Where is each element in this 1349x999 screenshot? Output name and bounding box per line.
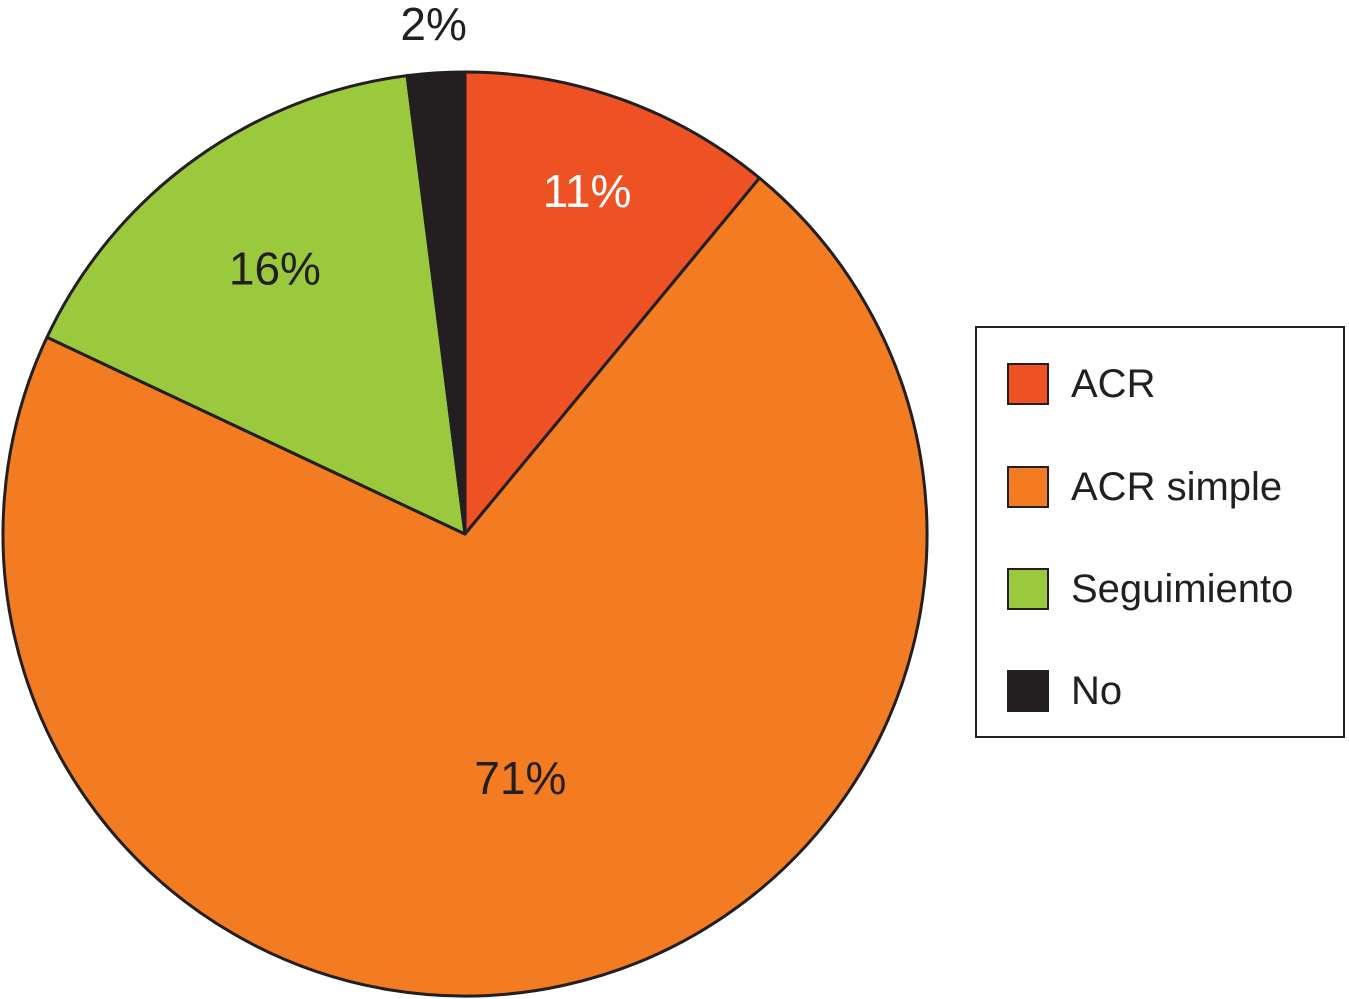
pie-labels: 11% 71% 16% 2% <box>229 0 632 804</box>
pie-slices <box>1 70 929 998</box>
legend-swatch-acr-simple <box>1007 466 1049 508</box>
legend-swatch-acr <box>1007 363 1049 405</box>
legend-item-seguimiento: Seguimiento <box>1007 566 1293 612</box>
legend-item-acr-simple: ACR simple <box>1007 464 1282 510</box>
legend-item-no: No <box>1007 668 1122 714</box>
legend-item-acr: ACR <box>1007 361 1155 407</box>
legend-label-no: No <box>1071 668 1123 713</box>
legend-label-acr-simple: ACR simple <box>1071 464 1283 509</box>
slice-label-no: 2% <box>400 0 466 50</box>
legend: ACR ACR simple Seguimiento No <box>975 326 1345 738</box>
legend-label-acr: ACR <box>1071 361 1156 406</box>
slice-label-acr: 11% <box>543 165 632 217</box>
legend-swatch-seguimiento <box>1007 568 1049 610</box>
legend-label-seguimiento: Seguimiento <box>1071 566 1294 611</box>
pie-slice-no <box>405 70 467 536</box>
slice-label-seguimiento: 16% <box>229 243 321 295</box>
legend-swatch-no <box>1007 670 1049 712</box>
pie-slice-seguimiento <box>45 74 467 536</box>
slice-label-acr-simple: 71% <box>474 752 566 804</box>
pie-slice-acr-simple <box>1 176 929 998</box>
pie-slice-acr <box>463 70 761 536</box>
